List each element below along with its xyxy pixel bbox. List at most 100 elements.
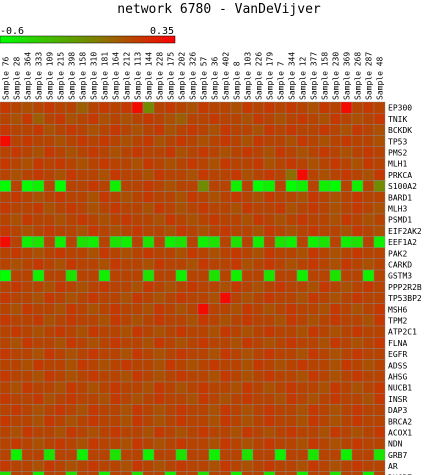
column-label: Sample 228 (156, 52, 165, 100)
heatmap-cell (241, 168, 254, 181)
heatmap-cell (65, 337, 78, 349)
heatmap-cell (230, 426, 243, 439)
heatmap-cell (351, 269, 364, 282)
column-label: Sample 8 (233, 61, 242, 100)
heatmap-cell (274, 348, 287, 360)
heatmap-cell (0, 292, 12, 304)
heatmap-cell (285, 135, 298, 148)
heatmap-cell (296, 135, 309, 148)
heatmap-cell (362, 202, 375, 215)
heatmap-cell (43, 348, 56, 360)
column-label: Sample 158 (321, 52, 330, 100)
heatmap-cell (351, 471, 364, 475)
heatmap-cell (131, 135, 144, 148)
heatmap-cell (241, 325, 254, 338)
heatmap-cell (362, 146, 375, 159)
heatmap-cell (21, 191, 34, 204)
heatmap-cell (219, 370, 232, 383)
heatmap-cell (274, 236, 287, 248)
chart-title: network 6780 - VanDeVijver (117, 2, 321, 17)
heatmap-cell (142, 449, 155, 461)
heatmap-cell (373, 303, 386, 316)
heatmap-cell (76, 247, 89, 260)
heatmap-cell (241, 146, 254, 159)
heatmap-cell (241, 202, 254, 215)
heatmap-cell (186, 281, 199, 293)
heatmap-cell (120, 348, 133, 360)
heatmap-cell (241, 269, 254, 282)
heatmap-cell (32, 168, 45, 181)
heatmap-cell (0, 359, 12, 372)
heatmap-cell (153, 381, 166, 394)
heatmap-cell (362, 292, 375, 304)
heatmap-cell (263, 247, 276, 260)
heatmap-cell (241, 314, 254, 327)
heatmap-cell (362, 157, 375, 170)
heatmap-cell (329, 247, 342, 260)
heatmap-cell (76, 348, 89, 360)
heatmap-cell (329, 101, 342, 114)
heatmap-cell (109, 337, 122, 349)
heatmap-cell (219, 202, 232, 215)
heatmap-cell (131, 348, 144, 360)
heatmap-cell (65, 393, 78, 405)
heatmap-cell (164, 180, 177, 192)
heatmap-cell (21, 247, 34, 260)
heatmap-cell (252, 370, 265, 383)
heatmap-cell (362, 168, 375, 181)
heatmap-cell (87, 460, 100, 472)
heatmap-cell (10, 168, 23, 181)
heatmap-cell (142, 191, 155, 204)
heatmap-cell (329, 168, 342, 181)
heatmap-cell (109, 426, 122, 439)
heatmap-cell (76, 135, 89, 148)
heatmap-cell (76, 325, 89, 338)
heatmap-cell (175, 415, 188, 428)
heatmap-cell (241, 415, 254, 428)
heatmap-cell (54, 180, 67, 192)
heatmap-cell (131, 381, 144, 394)
heatmap-cell (87, 449, 100, 461)
heatmap-cell (230, 314, 243, 327)
heatmap-cell (186, 101, 199, 114)
heatmap-cell (43, 135, 56, 148)
heatmap-cell (175, 370, 188, 383)
heatmap-cell (98, 381, 111, 394)
heatmap-cell (296, 348, 309, 360)
heatmap-cell (32, 471, 45, 475)
heatmap-cell (87, 292, 100, 304)
heatmap-cell (142, 224, 155, 237)
heatmap-cell (164, 370, 177, 383)
heatmap-cell (208, 370, 221, 383)
heatmap-cell (21, 359, 34, 372)
heatmap-cell (142, 393, 155, 405)
heatmap-cell (109, 415, 122, 428)
heatmap-cell (373, 112, 386, 125)
heatmap-cell (98, 281, 111, 293)
heatmap-cell (219, 471, 232, 475)
heatmap-cell (131, 191, 144, 204)
heatmap-cell (263, 337, 276, 349)
heatmap-cell (219, 303, 232, 316)
heatmap-cell (307, 168, 320, 181)
column-label: Sample 12 (299, 56, 308, 100)
heatmap-cell (10, 381, 23, 394)
heatmap-cell (296, 202, 309, 215)
heatmap-cell (21, 180, 34, 192)
heatmap-cell (351, 415, 364, 428)
heatmap-cell (65, 191, 78, 204)
heatmap-cell (274, 449, 287, 461)
heatmap-cell (0, 314, 12, 327)
heatmap-cell (340, 426, 353, 439)
heatmap-cell (285, 168, 298, 181)
heatmap-cell (175, 157, 188, 170)
heatmap-cell (252, 303, 265, 316)
heatmap-cell (32, 247, 45, 260)
heatmap-cell (0, 191, 12, 204)
heatmap-cell (318, 180, 331, 192)
heatmap-cell (373, 157, 386, 170)
heatmap-cell (10, 236, 23, 248)
column-label: Sample 164 (112, 52, 121, 100)
heatmap-cell (219, 393, 232, 405)
heatmap-cell (318, 213, 331, 226)
